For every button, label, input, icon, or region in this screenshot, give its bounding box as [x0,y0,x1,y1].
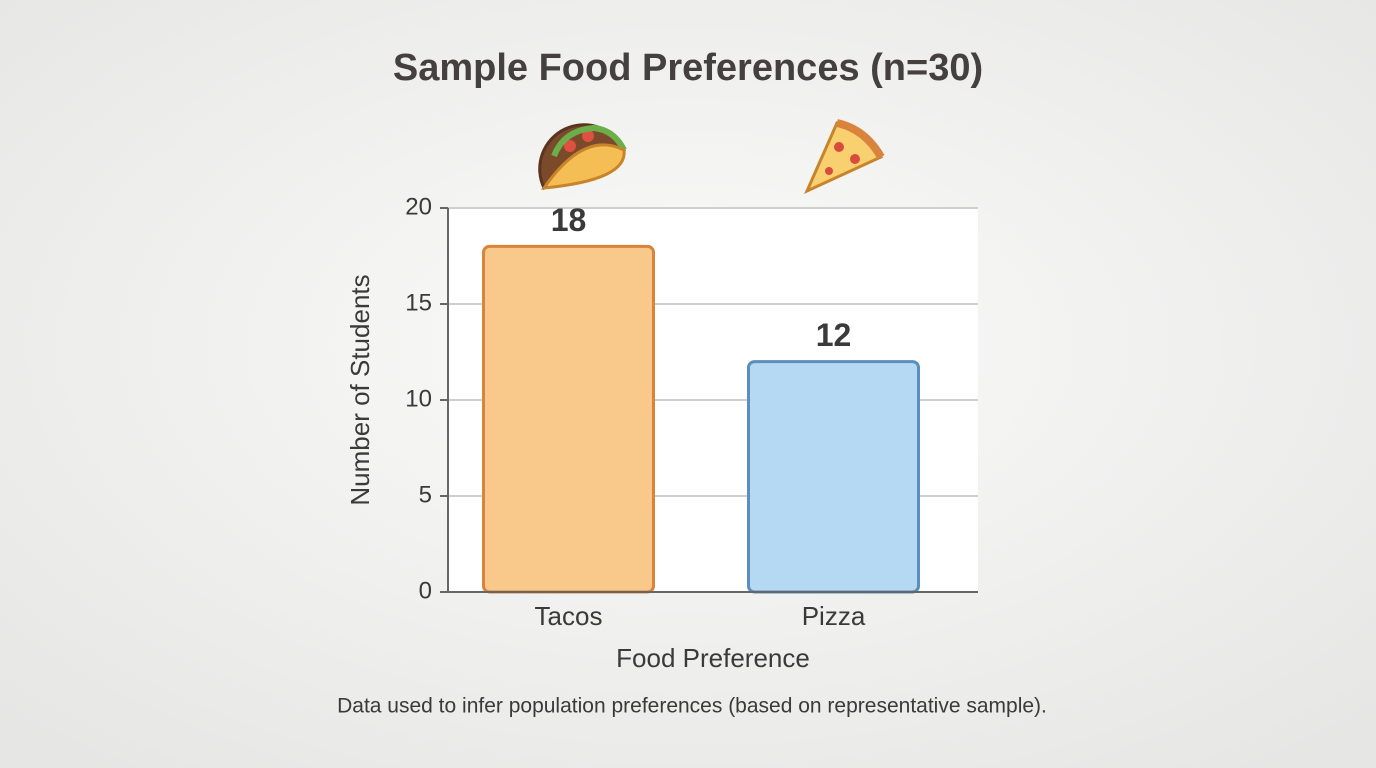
data-label: 12 [816,317,852,353]
x-tick-label: Tacos [535,601,603,631]
x-tick-label: Pizza [802,601,866,631]
bar [747,360,920,594]
y-tick-label: 20 [405,193,432,220]
data-label: 18 [551,202,587,238]
bar [482,244,655,594]
taco-icon [538,123,627,190]
y-tick-label: 15 [405,289,432,316]
chart-title: Sample Food Preferences (n=30) [393,47,983,89]
y-tick-label: 0 [419,577,432,604]
pizza-icon [804,119,885,195]
footnote: Data used to infer population preference… [337,695,1047,718]
y-axis-label: Number of Students [345,274,375,505]
y-tick-label: 5 [419,481,432,508]
x-axis-label: Food Preference [616,643,810,673]
y-tick-label: 10 [405,385,432,412]
